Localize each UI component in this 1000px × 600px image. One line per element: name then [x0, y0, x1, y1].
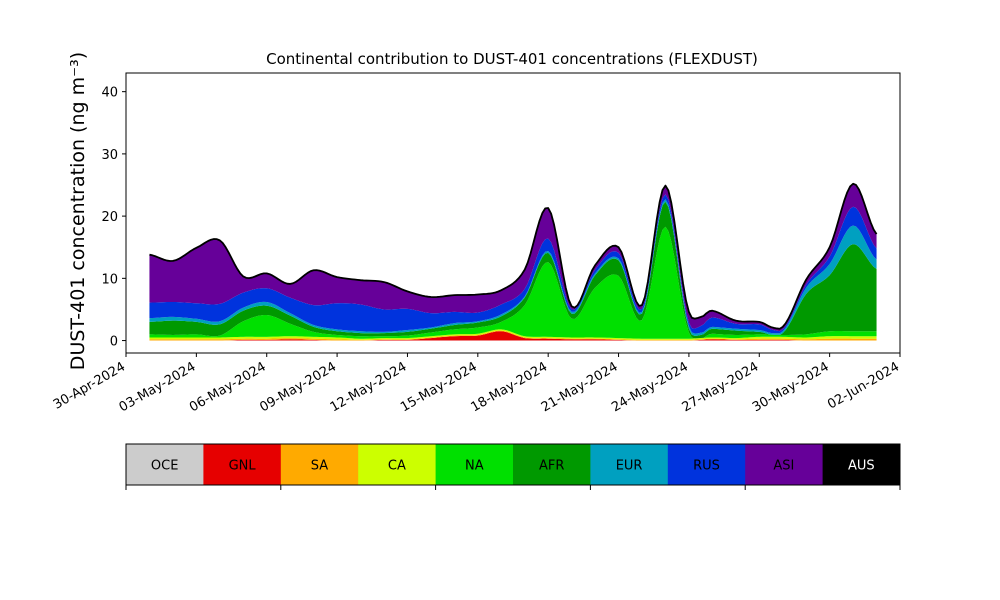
area-series-asi: [149, 183, 877, 332]
area-series-eur: [149, 199, 877, 336]
legend-label-eur: EUR: [616, 459, 643, 474]
area-series-rus: [149, 194, 877, 334]
stacked-areas: [149, 183, 877, 341]
legend-label-rus: RUS: [693, 459, 720, 474]
legend-frame: [125, 443, 901, 486]
total-concentration-line: [149, 182, 878, 330]
legend-swatch-gnl: [203, 444, 282, 485]
legend-swatch-aus: [822, 444, 901, 485]
legend-swatch-rus: [667, 444, 746, 485]
y-axis-label: DUST-401 concentration (ng m⁻³): [67, 52, 89, 370]
legend-label-ca: CA: [388, 459, 406, 474]
y-tick-label: 40: [101, 86, 118, 101]
legend-swatch-sa: [280, 444, 359, 485]
legend-label-na: NA: [465, 459, 484, 474]
y-axis: 0 10 20 30 40: [101, 86, 126, 350]
legend-label-afr: AFR: [539, 459, 564, 474]
area-series-sa: [149, 330, 877, 341]
plot-frame: [125, 72, 901, 354]
plot-area: [125, 72, 901, 354]
chart-title: Continental contribution to DUST-401 con…: [266, 50, 758, 68]
area-series-na: [149, 226, 877, 339]
legend-swatch-afr: [513, 444, 591, 485]
legend-label-oce: OCE: [151, 459, 179, 474]
y-tick-label: 30: [101, 148, 118, 163]
area-series-gnl: [149, 331, 877, 341]
legend-swatch-ca: [358, 444, 437, 485]
area-series-ca: [149, 329, 877, 340]
y-tick-label: 10: [101, 272, 118, 287]
legend-swatch-asi: [745, 444, 824, 485]
colorbar-legend: OCE GNL SA CA NA AFR EUR RUS ASI AUS: [125, 443, 901, 490]
legend-label-sa: SA: [311, 459, 328, 474]
legend-label-gnl: GNL: [229, 459, 257, 474]
legend-swatch-oce: [126, 444, 204, 485]
area-series-afr: [149, 201, 877, 339]
legend-swatch-na: [435, 444, 514, 485]
y-tick-label: 20: [101, 210, 118, 225]
y-tick-label: 0: [110, 335, 118, 350]
legend-label-asi: ASI: [773, 459, 794, 474]
legend-label-aus: AUS: [848, 459, 875, 474]
legend-swatch-eur: [590, 444, 669, 485]
